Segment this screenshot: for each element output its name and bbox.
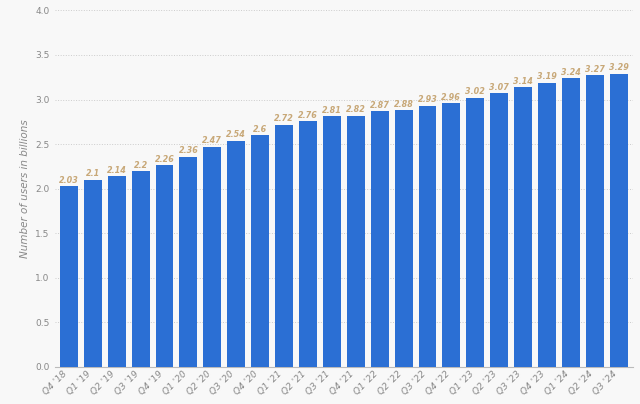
Bar bbox=[299, 121, 317, 367]
Bar bbox=[108, 176, 125, 367]
Text: 2.96: 2.96 bbox=[442, 93, 461, 102]
Bar bbox=[60, 186, 78, 367]
Text: 2.81: 2.81 bbox=[322, 106, 342, 115]
Text: 2.54: 2.54 bbox=[227, 130, 246, 139]
Bar bbox=[156, 166, 173, 367]
Bar bbox=[395, 110, 413, 367]
Bar bbox=[347, 116, 365, 367]
Bar bbox=[204, 147, 221, 367]
Text: 3.29: 3.29 bbox=[609, 63, 628, 72]
Bar bbox=[538, 83, 556, 367]
Text: 2.03: 2.03 bbox=[59, 176, 79, 185]
Text: 2.36: 2.36 bbox=[179, 146, 198, 155]
Bar bbox=[419, 106, 436, 367]
Bar bbox=[562, 78, 580, 367]
Text: 2.1: 2.1 bbox=[86, 169, 100, 179]
Text: 3.24: 3.24 bbox=[561, 68, 581, 77]
Bar bbox=[179, 157, 197, 367]
Bar bbox=[467, 98, 484, 367]
Text: 2.93: 2.93 bbox=[417, 95, 437, 105]
Bar bbox=[323, 116, 341, 367]
Text: 2.82: 2.82 bbox=[346, 105, 365, 114]
Text: 2.72: 2.72 bbox=[274, 114, 294, 123]
Text: 2.26: 2.26 bbox=[155, 155, 175, 164]
Bar bbox=[442, 103, 460, 367]
Text: 2.76: 2.76 bbox=[298, 111, 318, 120]
Bar bbox=[84, 180, 102, 367]
Bar bbox=[227, 141, 245, 367]
Text: 3.14: 3.14 bbox=[513, 77, 533, 86]
Text: 3.27: 3.27 bbox=[585, 65, 605, 74]
Bar bbox=[610, 74, 628, 367]
Text: 2.47: 2.47 bbox=[202, 137, 222, 145]
Bar bbox=[251, 135, 269, 367]
Bar bbox=[586, 76, 604, 367]
Text: 2.6: 2.6 bbox=[253, 125, 268, 134]
Text: 2.2: 2.2 bbox=[134, 160, 148, 170]
Text: 3.07: 3.07 bbox=[489, 83, 509, 92]
Bar bbox=[132, 171, 150, 367]
Text: 2.87: 2.87 bbox=[370, 101, 390, 110]
Bar bbox=[490, 93, 508, 367]
Bar bbox=[514, 87, 532, 367]
Bar bbox=[275, 124, 293, 367]
Text: 3.19: 3.19 bbox=[537, 72, 557, 81]
Y-axis label: Number of users in billions: Number of users in billions bbox=[20, 119, 29, 258]
Text: 2.14: 2.14 bbox=[107, 166, 127, 175]
Text: 2.88: 2.88 bbox=[394, 100, 413, 109]
Text: 3.02: 3.02 bbox=[465, 87, 485, 97]
Bar bbox=[371, 111, 388, 367]
